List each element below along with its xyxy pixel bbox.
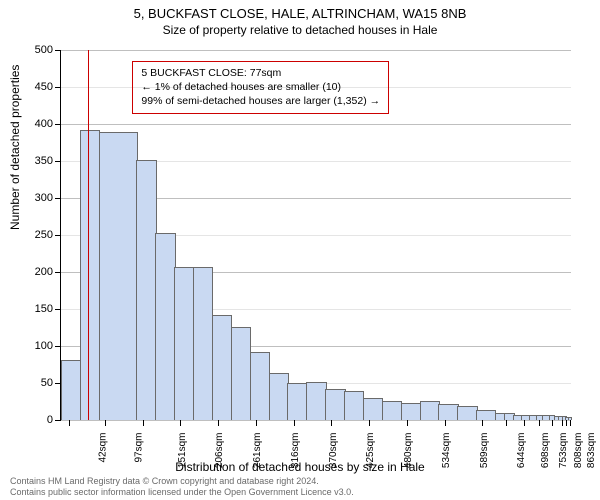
x-tick [407, 420, 408, 426]
histogram-bar [212, 315, 232, 420]
gridline [61, 50, 571, 51]
x-tick [506, 420, 507, 426]
x-tick [562, 420, 563, 426]
y-tick [55, 235, 61, 236]
histogram-bar [231, 327, 251, 421]
histogram-bar [80, 130, 100, 420]
annotation-line: ← 1% of detached houses are smaller (10) [141, 80, 380, 94]
y-tick-label: 50 [21, 377, 53, 389]
histogram-bar [363, 398, 383, 420]
x-tick [369, 420, 370, 426]
footer-attribution: Contains HM Land Registry data © Crown c… [10, 476, 354, 498]
histogram-bar [476, 410, 496, 420]
histogram-bar [344, 391, 364, 420]
histogram-bar [306, 382, 326, 420]
histogram-bar [457, 406, 477, 420]
x-tick [105, 420, 106, 426]
x-tick [143, 420, 144, 426]
y-tick-label: 150 [21, 303, 53, 315]
x-tick-label: 97sqm [133, 433, 144, 463]
histogram-bar [193, 267, 213, 420]
y-tick [55, 124, 61, 125]
histogram-bar [155, 233, 175, 420]
x-tick [570, 420, 571, 426]
y-tick-label: 300 [21, 192, 53, 204]
y-tick [55, 420, 61, 421]
histogram-bar [61, 360, 81, 420]
histogram-bar [420, 401, 440, 421]
y-axis-title: Number of detached properties [8, 65, 22, 230]
y-tick-label: 250 [21, 229, 53, 241]
x-tick [539, 420, 540, 426]
annotation-line: 99% of semi-detached houses are larger (… [141, 94, 380, 108]
x-tick [566, 420, 567, 426]
x-tick [445, 420, 446, 426]
histogram-bar [99, 132, 138, 420]
histogram-bar [438, 404, 458, 420]
y-tick [55, 309, 61, 310]
annotation-line: 5 BUCKFAST CLOSE: 77sqm [141, 66, 380, 80]
y-tick-label: 450 [21, 81, 53, 93]
gridline [61, 124, 571, 125]
histogram-bar [401, 403, 421, 420]
y-tick-label: 0 [21, 414, 53, 426]
x-tick [294, 420, 295, 426]
y-tick-label: 100 [21, 340, 53, 352]
x-axis-title: Distribution of detached houses by size … [0, 460, 600, 474]
x-tick [69, 420, 70, 426]
histogram-bar [382, 401, 402, 421]
annotation-box: 5 BUCKFAST CLOSE: 77sqm← 1% of detached … [132, 61, 389, 114]
x-tick [552, 420, 553, 426]
histogram-bar [250, 352, 270, 420]
x-tick [331, 420, 332, 426]
histogram-bar [269, 373, 289, 420]
chart-subtitle: Size of property relative to detached ho… [0, 23, 600, 37]
y-tick-label: 200 [21, 266, 53, 278]
histogram-bar [325, 389, 345, 420]
y-tick [55, 198, 61, 199]
x-tick [180, 420, 181, 426]
chart-plot-area: 05010015020025030035040045050042sqm97sqm… [60, 50, 571, 421]
histogram-bar [136, 160, 156, 420]
footer-line-2: Contains public sector information licen… [10, 487, 354, 498]
y-tick-label: 500 [21, 44, 53, 56]
y-tick-label: 350 [21, 155, 53, 167]
y-tick [55, 161, 61, 162]
y-tick-label: 400 [21, 118, 53, 130]
chart-title: 5, BUCKFAST CLOSE, HALE, ALTRINCHAM, WA1… [0, 0, 600, 23]
x-tick [218, 420, 219, 426]
histogram-bar [174, 267, 194, 420]
y-tick [55, 87, 61, 88]
gridline [61, 420, 571, 421]
x-tick [256, 420, 257, 426]
footer-line-1: Contains HM Land Registry data © Crown c… [10, 476, 354, 487]
property-marker-line [88, 50, 89, 420]
y-tick [55, 272, 61, 273]
x-tick [482, 420, 483, 426]
x-tick [524, 420, 525, 426]
y-tick [55, 346, 61, 347]
x-tick-label: 42sqm [97, 433, 108, 463]
y-tick [55, 50, 61, 51]
histogram-bar [287, 383, 307, 420]
